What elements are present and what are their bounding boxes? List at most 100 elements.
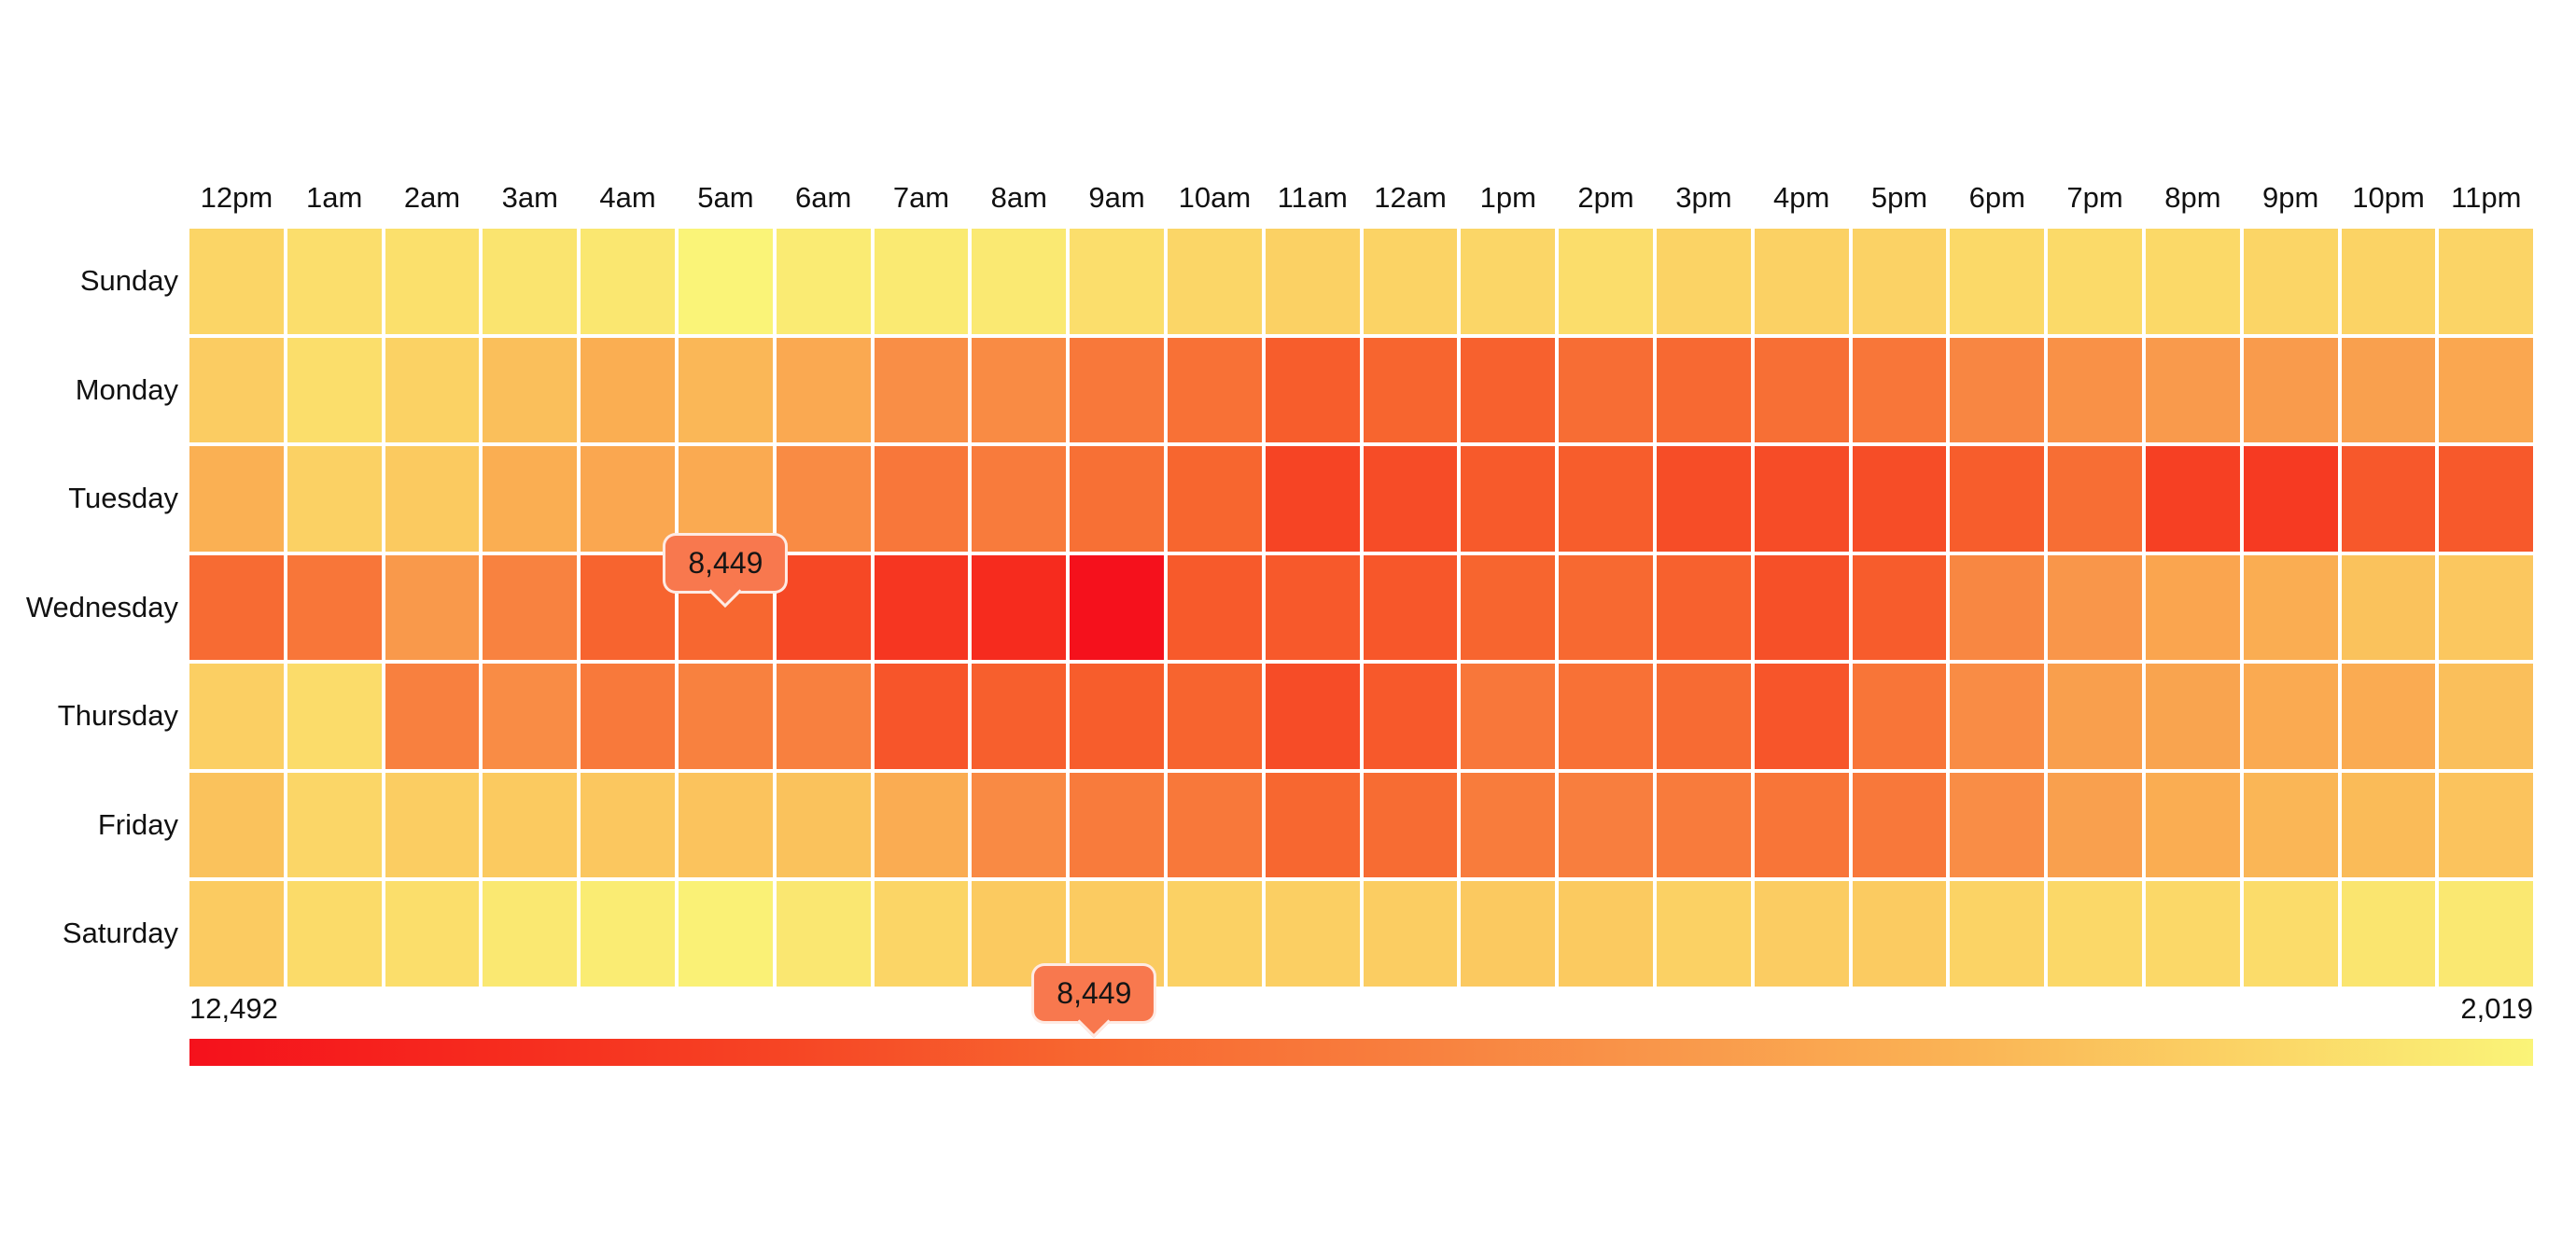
heatmap-cell[interactable]	[1265, 229, 1360, 334]
heatmap-cell[interactable]	[1559, 881, 1653, 987]
heatmap-cell[interactable]	[287, 664, 382, 769]
heatmap-cell[interactable]	[1363, 664, 1458, 769]
heatmap-cell[interactable]	[2439, 229, 2534, 334]
heatmap-cell[interactable]	[1363, 446, 1458, 552]
heatmap-cell[interactable]	[2439, 772, 2534, 877]
heatmap-cell[interactable]	[1754, 664, 1849, 769]
heatmap-cell[interactable]	[2146, 772, 2240, 877]
heatmap-cell[interactable]	[776, 229, 871, 334]
heatmap-cell[interactable]	[189, 881, 284, 987]
heatmap-cell[interactable]	[189, 229, 284, 334]
heatmap-cell[interactable]	[2048, 337, 2142, 442]
heatmap-cell[interactable]	[2146, 664, 2240, 769]
heatmap-cell[interactable]	[972, 337, 1067, 442]
heatmap-cell[interactable]	[1657, 772, 1751, 877]
heatmap-cell[interactable]	[2439, 881, 2534, 987]
heatmap-cell[interactable]	[2341, 881, 2436, 987]
heatmap-cell[interactable]	[1754, 229, 1849, 334]
heatmap-cell[interactable]	[1070, 664, 1164, 769]
heatmap-cell[interactable]	[2243, 664, 2338, 769]
heatmap-cell[interactable]	[776, 446, 871, 552]
heatmap-cell[interactable]	[1265, 554, 1360, 660]
heatmap-cell[interactable]	[1461, 772, 1556, 877]
heatmap-cell[interactable]	[1950, 881, 2045, 987]
heatmap-cell[interactable]	[1559, 664, 1653, 769]
heatmap-cell[interactable]	[2439, 554, 2534, 660]
heatmap-cell[interactable]	[1363, 881, 1458, 987]
heatmap-cell[interactable]	[1657, 337, 1751, 442]
heatmap-cell[interactable]	[189, 664, 284, 769]
heatmap-cell[interactable]	[1070, 554, 1164, 660]
heatmap-cell[interactable]	[1559, 337, 1653, 442]
heatmap-cell[interactable]	[2146, 229, 2240, 334]
heatmap-cell[interactable]	[2439, 664, 2534, 769]
heatmap-cell[interactable]	[972, 664, 1067, 769]
heatmap-cell[interactable]	[972, 554, 1067, 660]
heatmap-cell[interactable]	[2146, 881, 2240, 987]
heatmap-cell[interactable]	[2439, 446, 2534, 552]
heatmap-cell[interactable]	[581, 881, 675, 987]
heatmap-cell[interactable]	[1657, 446, 1751, 552]
heatmap-cell[interactable]	[874, 229, 969, 334]
heatmap-cell[interactable]	[1950, 772, 2045, 877]
heatmap-cell[interactable]	[1168, 337, 1262, 442]
heatmap-cell[interactable]	[287, 772, 382, 877]
heatmap-cell[interactable]	[679, 664, 773, 769]
heatmap-cell[interactable]	[189, 772, 284, 877]
heatmap-cell[interactable]	[1363, 229, 1458, 334]
heatmap-cell[interactable]	[972, 772, 1067, 877]
legend-gradient-bar[interactable]	[189, 1039, 2533, 1066]
heatmap-cell[interactable]	[2048, 446, 2142, 552]
heatmap-cell[interactable]	[483, 881, 578, 987]
heatmap-cell[interactable]	[2146, 554, 2240, 660]
heatmap-cell[interactable]	[874, 664, 969, 769]
heatmap-cell[interactable]	[287, 881, 382, 987]
heatmap-cell[interactable]	[2243, 337, 2338, 442]
heatmap-cell[interactable]	[1070, 772, 1164, 877]
heatmap-cell[interactable]	[1852, 229, 1947, 334]
heatmap-cell[interactable]	[1950, 229, 2045, 334]
heatmap-cell[interactable]	[1950, 446, 2045, 552]
heatmap-cell[interactable]	[1559, 446, 1653, 552]
heatmap-cell[interactable]	[1363, 337, 1458, 442]
heatmap-cell[interactable]	[483, 229, 578, 334]
heatmap-cell[interactable]	[2048, 881, 2142, 987]
heatmap-cell[interactable]	[2341, 554, 2436, 660]
heatmap-cell[interactable]	[287, 446, 382, 552]
heatmap-cell[interactable]	[385, 229, 480, 334]
heatmap-cell[interactable]	[776, 664, 871, 769]
heatmap-cell[interactable]	[2341, 229, 2436, 334]
heatmap-cell[interactable]	[776, 772, 871, 877]
heatmap-cell[interactable]	[1168, 772, 1262, 877]
heatmap-cell[interactable]	[581, 337, 675, 442]
heatmap-cell[interactable]	[189, 337, 284, 442]
heatmap-cell[interactable]	[1852, 664, 1947, 769]
heatmap-cell[interactable]	[2243, 772, 2338, 877]
heatmap-cell[interactable]	[1461, 881, 1556, 987]
heatmap-cell[interactable]	[581, 772, 675, 877]
heatmap-cell[interactable]	[776, 554, 871, 660]
heatmap-cell[interactable]	[1754, 337, 1849, 442]
heatmap-cell[interactable]	[2341, 772, 2436, 877]
heatmap-cell[interactable]	[385, 664, 480, 769]
heatmap-cell[interactable]	[2243, 446, 2338, 552]
heatmap-cell[interactable]	[483, 337, 578, 442]
heatmap-cell[interactable]	[1363, 772, 1458, 877]
heatmap-cell[interactable]	[385, 772, 480, 877]
heatmap-cell[interactable]	[2341, 664, 2436, 769]
heatmap-cell[interactable]	[2048, 229, 2142, 334]
heatmap-cell[interactable]	[1461, 229, 1556, 334]
heatmap-cell[interactable]	[1168, 664, 1262, 769]
heatmap-cell[interactable]	[1852, 446, 1947, 552]
heatmap-cell[interactable]	[1950, 337, 2045, 442]
heatmap-cell[interactable]	[1754, 881, 1849, 987]
heatmap-cell[interactable]	[874, 337, 969, 442]
heatmap-cell[interactable]	[287, 229, 382, 334]
heatmap-cell[interactable]	[2048, 664, 2142, 769]
heatmap-cell[interactable]	[874, 772, 969, 877]
heatmap-cell[interactable]	[1461, 337, 1556, 442]
heatmap-cell[interactable]	[1168, 881, 1262, 987]
heatmap-cell[interactable]	[972, 229, 1067, 334]
heatmap-cell[interactable]	[1559, 229, 1653, 334]
heatmap-cell[interactable]	[1559, 554, 1653, 660]
